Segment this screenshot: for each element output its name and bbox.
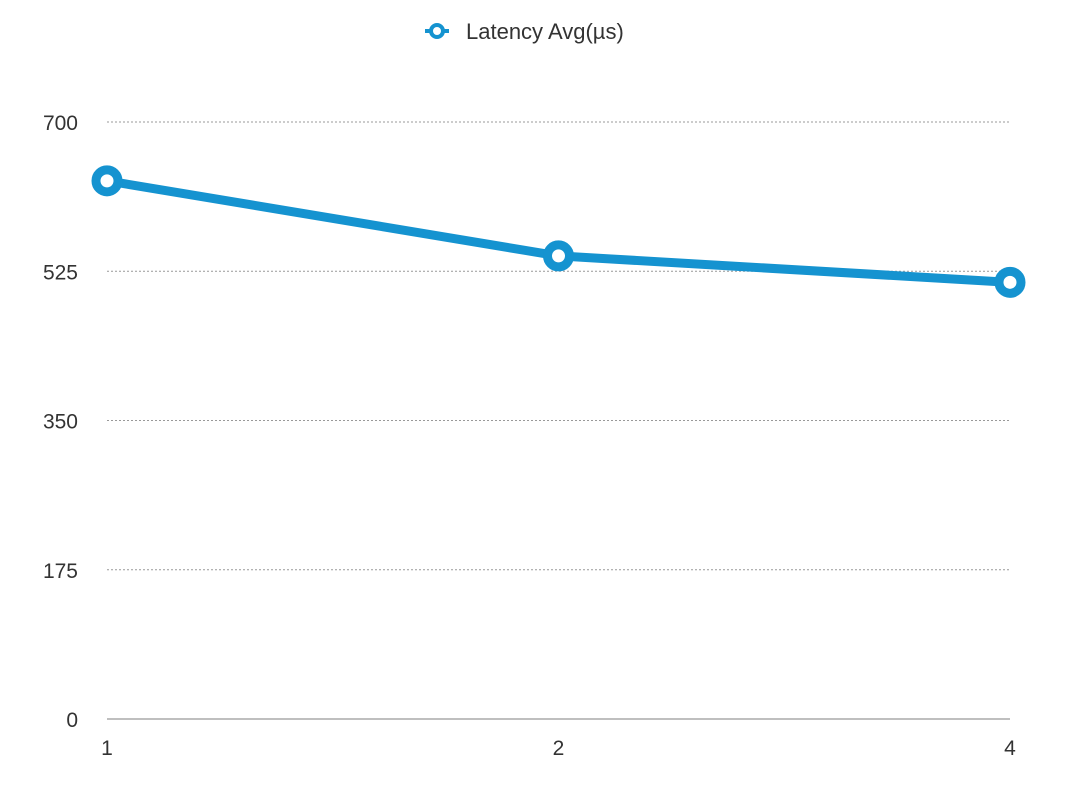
x-tick-label: 4 bbox=[1004, 737, 1016, 760]
x-tick-label: 2 bbox=[553, 737, 565, 760]
legend-marker-icon bbox=[429, 23, 445, 39]
legend-label: Latency Avg(µs) bbox=[466, 19, 624, 44]
x-tick-label: 1 bbox=[101, 737, 113, 760]
y-tick-label: 700 bbox=[43, 112, 78, 135]
y-tick-label: 175 bbox=[43, 560, 78, 583]
data-point bbox=[543, 240, 574, 272]
y-tick-label: 0 bbox=[66, 709, 78, 732]
legend: Latency Avg(µs) bbox=[425, 19, 624, 44]
y-tick-label: 525 bbox=[43, 261, 78, 284]
y-tick-label: 350 bbox=[43, 411, 78, 434]
data-point bbox=[994, 266, 1026, 298]
data-point bbox=[91, 165, 123, 197]
